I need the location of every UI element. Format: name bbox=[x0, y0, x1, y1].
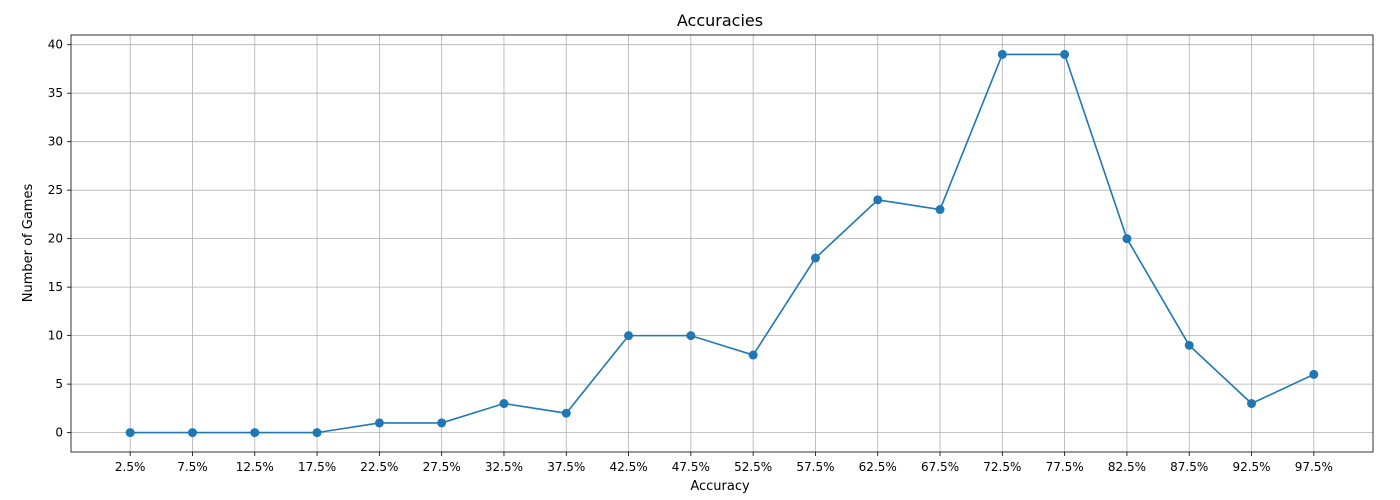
data-point bbox=[499, 399, 509, 409]
axis-ticks: 2.5% 7.5% 12.5% 17.5% 22.5% 27.5% 32.5% 37.5% 42… bbox=[48, 38, 1333, 474]
y-tick-label: 40 bbox=[48, 38, 63, 52]
x-tick-label: 32.5% bbox=[485, 460, 523, 474]
data-point bbox=[187, 428, 197, 438]
data-point bbox=[997, 49, 1007, 59]
data-point bbox=[250, 428, 260, 438]
data-point bbox=[1184, 340, 1194, 350]
x-tick-label: 62.5% bbox=[859, 460, 897, 474]
x-tick-label: 67.5% bbox=[921, 460, 959, 474]
data-point bbox=[312, 428, 322, 438]
y-tick-label: 25 bbox=[48, 183, 63, 197]
chart-title: Accuracies bbox=[677, 11, 763, 30]
x-axis-label: Accuracy bbox=[690, 479, 750, 494]
x-tick-label: 52.5% bbox=[734, 460, 772, 474]
y-tick-label: 5 bbox=[55, 377, 63, 391]
x-tick-label: 17.5% bbox=[298, 460, 336, 474]
x-tick-label: 82.5% bbox=[1108, 460, 1146, 474]
x-tick-label: 37.5% bbox=[547, 460, 585, 474]
y-tick-label: 15 bbox=[48, 280, 63, 294]
y-tick-label: 35 bbox=[48, 86, 63, 100]
y-tick-label: 30 bbox=[48, 135, 63, 149]
data-point bbox=[437, 418, 447, 428]
data-point bbox=[1247, 399, 1257, 409]
y-tick-label: 10 bbox=[48, 329, 63, 343]
data-point bbox=[810, 253, 820, 263]
data-point bbox=[748, 350, 758, 360]
x-tick-label: 12.5% bbox=[236, 460, 274, 474]
x-tick-label: 47.5% bbox=[672, 460, 710, 474]
x-tick-label: 7.5% bbox=[177, 460, 208, 474]
data-point bbox=[1122, 234, 1132, 244]
data-point bbox=[1309, 369, 1319, 379]
data-point bbox=[374, 418, 384, 428]
x-tick-label: 22.5% bbox=[360, 460, 398, 474]
data-point bbox=[125, 428, 135, 438]
data-point bbox=[873, 195, 883, 205]
data-point bbox=[561, 408, 571, 418]
y-tick-label: 0 bbox=[55, 426, 63, 440]
x-tick-label: 97.5% bbox=[1295, 460, 1333, 474]
x-tick-label: 72.5% bbox=[983, 460, 1021, 474]
x-tick-label: 57.5% bbox=[796, 460, 834, 474]
x-tick-label: 92.5% bbox=[1232, 460, 1270, 474]
data-point bbox=[1060, 49, 1070, 59]
grid bbox=[71, 35, 1373, 452]
series bbox=[125, 49, 1319, 438]
plot-frame bbox=[70, 34, 1374, 453]
series-line bbox=[130, 53, 1315, 434]
x-tick-label: 87.5% bbox=[1170, 460, 1208, 474]
x-tick-label: 77.5% bbox=[1046, 460, 1084, 474]
x-tick-label: 27.5% bbox=[423, 460, 461, 474]
data-point bbox=[935, 205, 945, 215]
data-point bbox=[686, 331, 696, 341]
data-point bbox=[624, 331, 634, 341]
x-tick-label: 42.5% bbox=[609, 460, 647, 474]
x-tick-label: 2.5% bbox=[115, 460, 146, 474]
y-axis-label: Number of Games bbox=[21, 184, 36, 303]
y-tick-label: 20 bbox=[48, 232, 63, 246]
